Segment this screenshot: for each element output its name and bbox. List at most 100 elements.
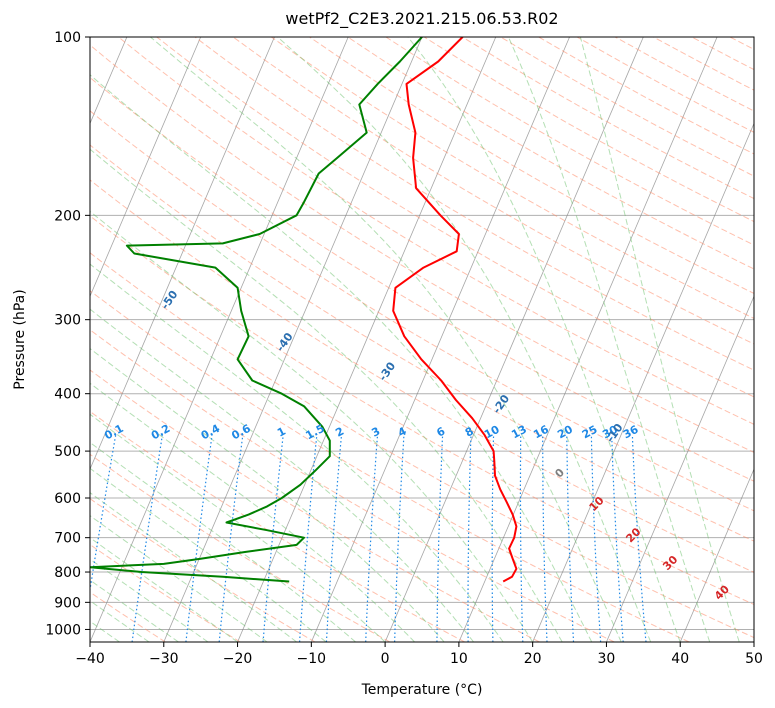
mixing-ratio-line bbox=[467, 435, 472, 642]
x-tick-label: −20 bbox=[223, 651, 253, 667]
mixing-ratio-label: 3 bbox=[369, 425, 382, 440]
moist-adiabat-line bbox=[150, 37, 622, 642]
dry-adiabat-label: -60 bbox=[41, 237, 63, 261]
dry-adiabat-line bbox=[118, 37, 754, 425]
isotherm-line bbox=[753, 640, 754, 642]
isotherm-line bbox=[90, 37, 275, 471]
mixing-ratio-label: 1.5 bbox=[303, 422, 326, 443]
x-tick-label: −10 bbox=[297, 651, 327, 667]
dry-adiabat-label: -30 bbox=[376, 359, 398, 383]
isotherm-line bbox=[532, 122, 754, 642]
moist-adiabat-line bbox=[508, 37, 711, 642]
mixing-ratio-label: 13 bbox=[509, 423, 529, 442]
mixing-ratio-line bbox=[611, 435, 624, 642]
isotherm-line bbox=[679, 468, 754, 642]
dry-adiabat-line bbox=[194, 37, 754, 371]
dry-adiabat-label: -10 bbox=[604, 421, 626, 445]
moist-adiabat-label: 40 bbox=[712, 582, 732, 602]
mixing-ratio-line bbox=[90, 435, 117, 594]
dry-adiabat-line bbox=[90, 252, 754, 639]
mixing-ratio-line bbox=[365, 435, 379, 642]
moist-adiabat-label: 10 bbox=[587, 494, 607, 514]
isotherm-line bbox=[606, 295, 754, 642]
sounding-series bbox=[90, 37, 518, 583]
moist-adiabat-line bbox=[90, 74, 593, 642]
moist-adiabat-label: 20 bbox=[623, 525, 643, 545]
dry-adiabat-line bbox=[90, 369, 540, 642]
moist-adiabat-line bbox=[90, 347, 445, 642]
mixing-ratio-label: 16 bbox=[531, 423, 551, 442]
dry-adiabat-line bbox=[768, 37, 775, 642]
dry-adiabat-line bbox=[538, 37, 754, 155]
mixing-ratio-label: 0.2 bbox=[149, 422, 172, 443]
dry-adiabat-line bbox=[271, 37, 754, 320]
isotherm-line bbox=[384, 37, 644, 642]
y-tick-label: 200 bbox=[54, 208, 81, 224]
mixing-ratio-label: 25 bbox=[580, 423, 600, 442]
dry-adiabat-line bbox=[90, 44, 754, 453]
dry-adiabat-line bbox=[423, 37, 754, 223]
y-tick-label: 500 bbox=[54, 444, 81, 460]
mixing-ratio-label: 10 bbox=[482, 423, 502, 442]
dry-adiabat-line bbox=[309, 37, 754, 295]
isotherm-line bbox=[237, 37, 497, 642]
moist-adiabat-line bbox=[90, 515, 268, 642]
y-tick-label: 900 bbox=[54, 595, 81, 611]
mixing-ratio-label: 4 bbox=[396, 424, 409, 439]
x-tick-label: −30 bbox=[149, 651, 179, 667]
isotherm-line bbox=[90, 37, 202, 298]
isotherm-line bbox=[163, 37, 423, 642]
moist-adiabat-line bbox=[90, 148, 563, 642]
moist-adiabat-line bbox=[90, 413, 386, 642]
dry-adiabat-line bbox=[90, 591, 166, 642]
x-tick-label: 0 bbox=[381, 651, 390, 667]
mixing-ratio-line bbox=[394, 435, 405, 642]
mixing-ratio-label: 20 bbox=[555, 423, 575, 442]
mixing-ratio-line bbox=[631, 435, 647, 642]
temperature-line bbox=[392, 37, 518, 583]
dry-adiabat-line bbox=[347, 37, 754, 270]
mixing-ratio-line bbox=[590, 435, 602, 642]
y-tick-label: 600 bbox=[54, 491, 81, 507]
dry-adiabat-line bbox=[90, 290, 690, 642]
x-tick-label: 10 bbox=[450, 651, 468, 667]
y-axis-label: Pressure (hPa) bbox=[12, 289, 28, 389]
mixing-ratio-line bbox=[262, 435, 284, 642]
moist-adiabat-line bbox=[90, 467, 327, 642]
pressure-gridlines bbox=[90, 37, 754, 630]
dry-adiabat-line bbox=[653, 37, 754, 91]
dry-adiabat-line bbox=[90, 110, 754, 512]
mixing-ratio-line bbox=[131, 435, 163, 642]
dry-adiabat-line bbox=[90, 215, 754, 606]
moist-adiabat-line bbox=[90, 537, 238, 642]
moist-adiabat-line bbox=[90, 558, 209, 642]
line-labels: 0.10.20.40.611.52346810131620253036-100-… bbox=[41, 237, 732, 603]
moist-adiabat-label: 30 bbox=[660, 553, 680, 573]
mixing-ratio-line bbox=[436, 435, 444, 642]
moist-adiabat-line bbox=[90, 382, 415, 642]
y-tick-label: 100 bbox=[54, 30, 81, 46]
y-tick-label: 800 bbox=[54, 565, 81, 581]
dry-adiabat-line bbox=[90, 543, 241, 642]
dry-adiabat-line bbox=[90, 498, 316, 642]
mixing-ratio-line bbox=[542, 435, 548, 642]
mixing-ratio-label: 36 bbox=[621, 423, 641, 442]
y-tick-label: 700 bbox=[54, 531, 81, 547]
moist-adiabat-line bbox=[407, 37, 681, 642]
y-tick-label: 400 bbox=[54, 387, 81, 403]
mixing-ratio-lines bbox=[90, 435, 647, 642]
plot-frame bbox=[89, 36, 755, 643]
moist-adiabat-line bbox=[277, 37, 652, 642]
mixing-ratio-label: 30 bbox=[600, 423, 620, 442]
dry-adiabat-line bbox=[90, 144, 754, 542]
dewpoint-line bbox=[90, 37, 423, 583]
dry-adiabat-line bbox=[90, 329, 615, 642]
moist-adiabat-line bbox=[90, 308, 474, 642]
mixing-ratio-label: 1 bbox=[275, 425, 288, 440]
mixing-ratio-label: 2 bbox=[333, 425, 346, 440]
background-lines bbox=[90, 37, 775, 642]
isotherm-line bbox=[458, 37, 718, 642]
mixing-ratio-label: 0.4 bbox=[199, 422, 223, 443]
